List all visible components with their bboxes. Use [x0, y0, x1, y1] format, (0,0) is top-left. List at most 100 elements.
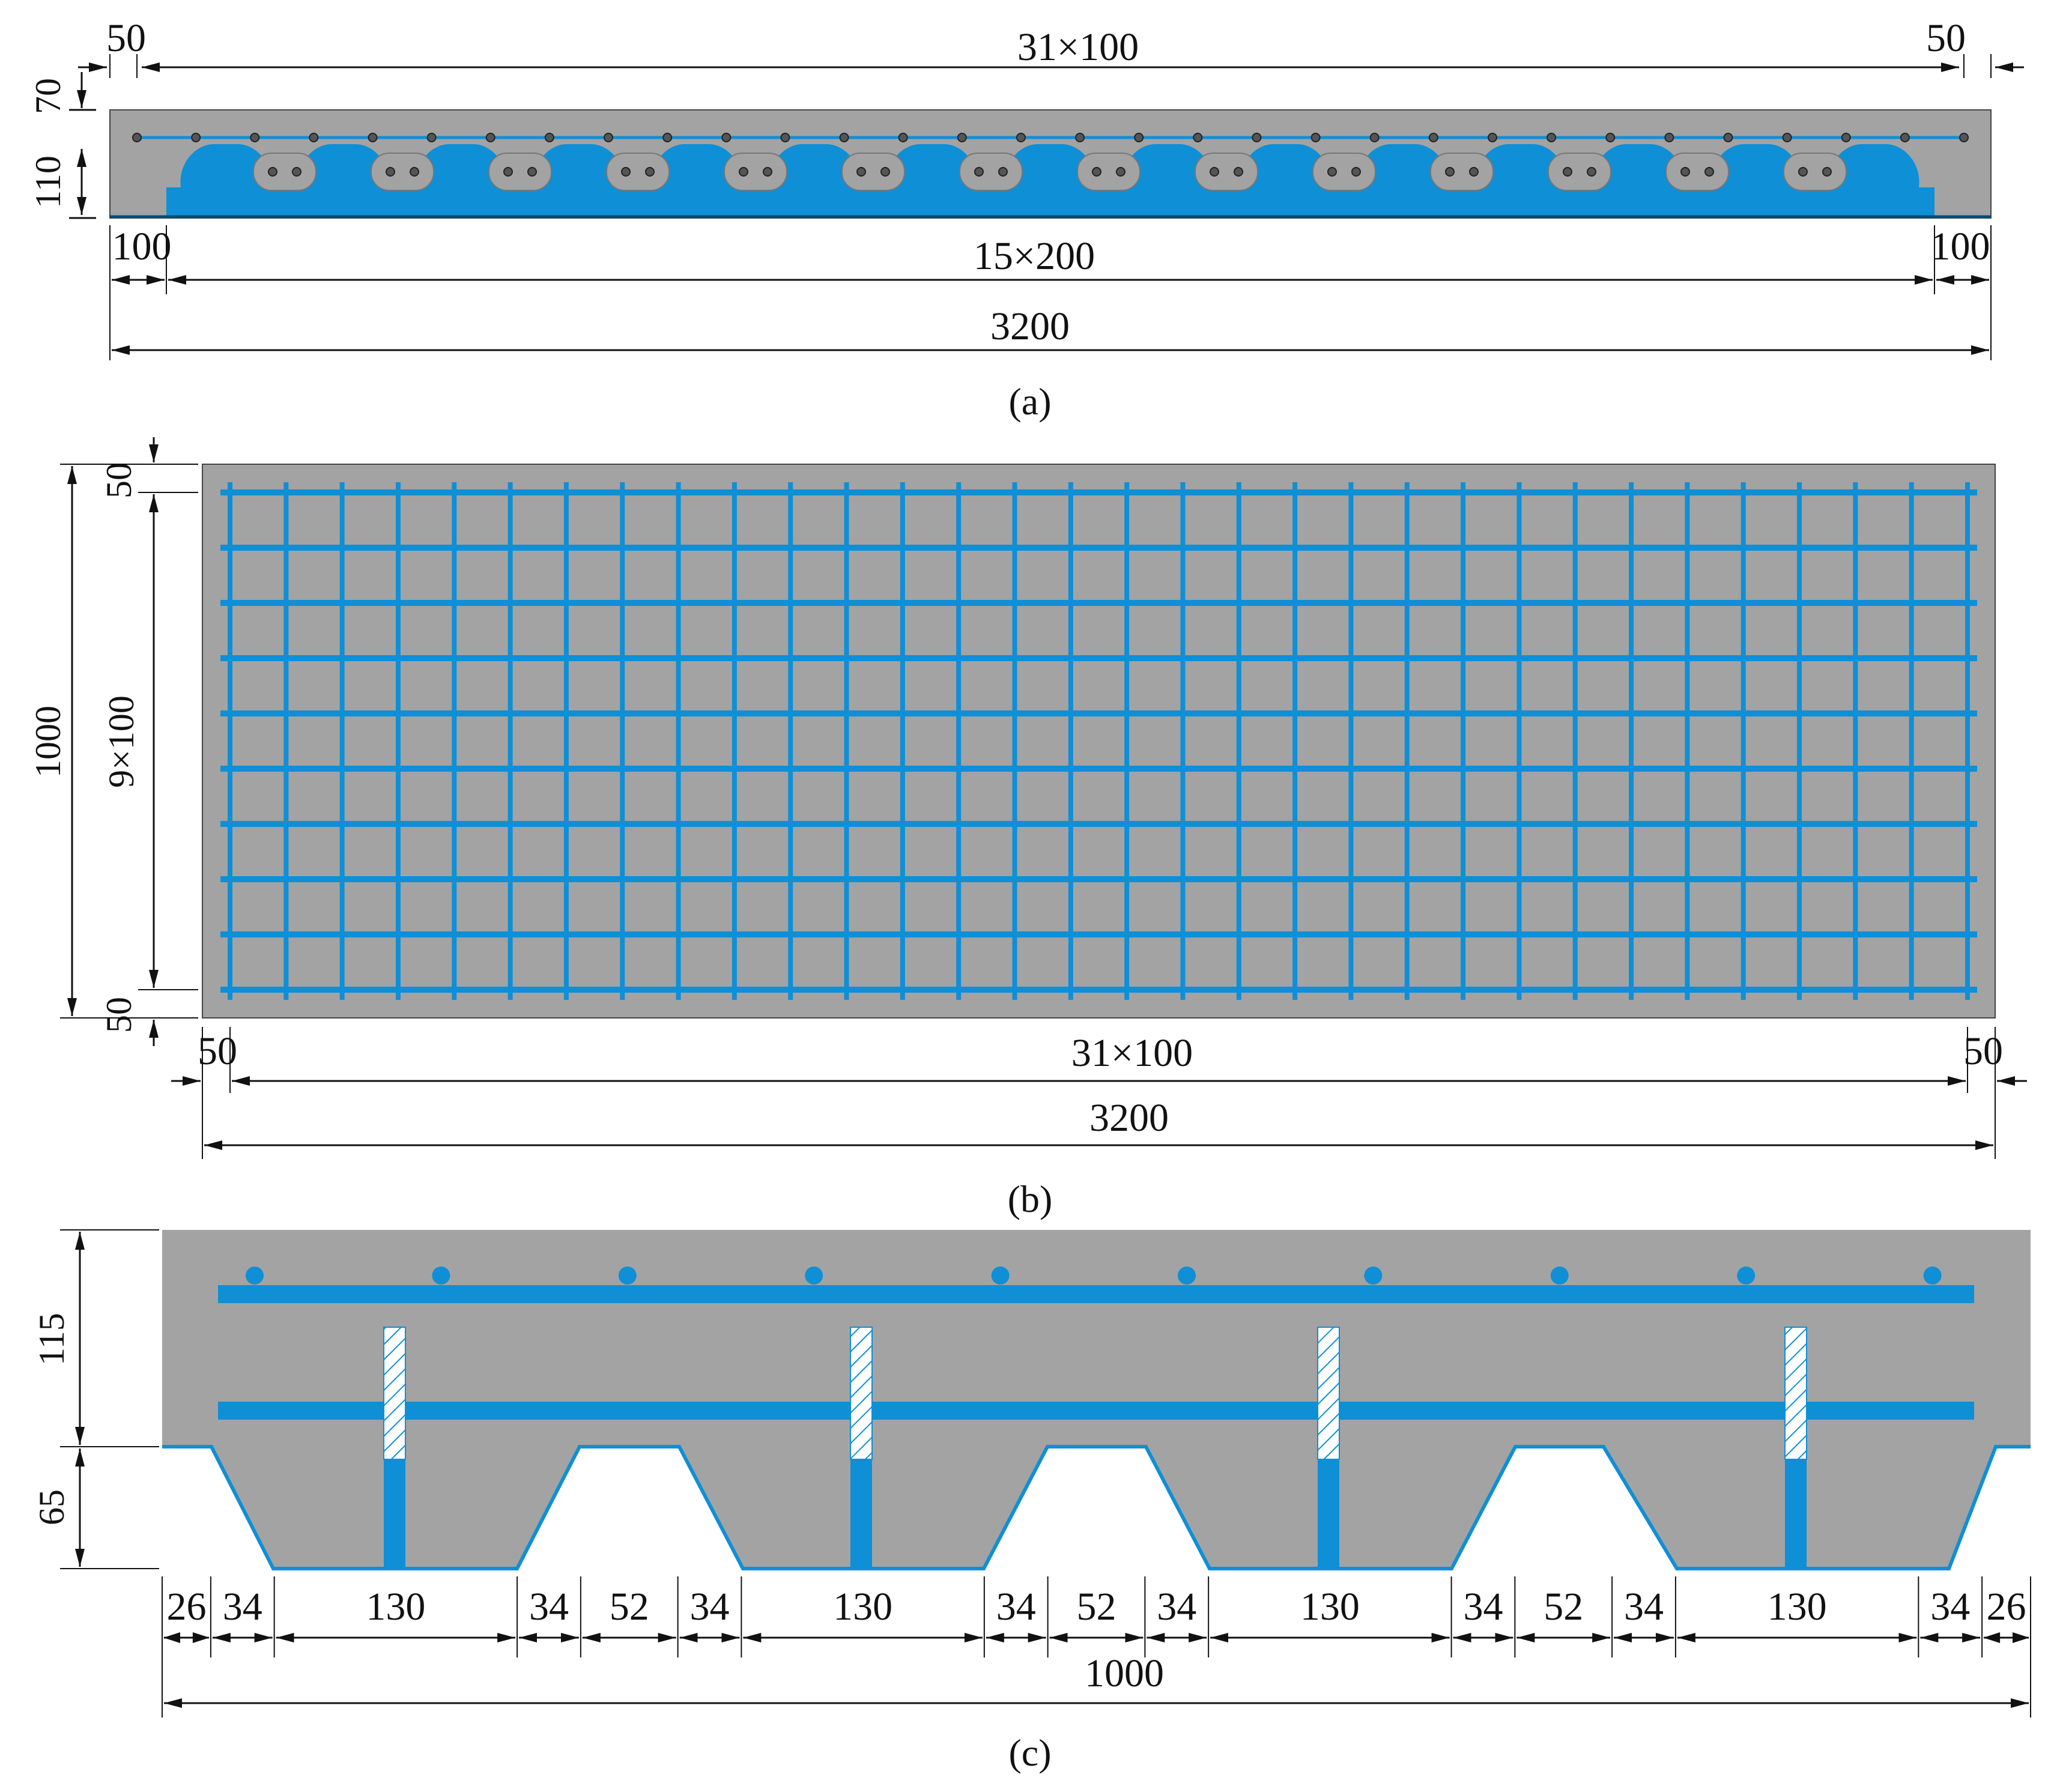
rebar-dot: [485, 133, 495, 142]
rebar-dot: [1547, 133, 1557, 142]
shear-stud-solid: [1785, 1459, 1807, 1569]
rib-rebar-dot: [1116, 167, 1125, 177]
rib-bulb: [1122, 144, 1213, 187]
segment-dimension-chain: 26 34 130 34 52 34 130 34 52 34 130 34 52 34 130 34 26: [162, 1576, 2031, 1657]
rib-gap-concrete: [1195, 153, 1258, 191]
rib-rebar-dot: [645, 167, 655, 177]
rebar-dot: [1841, 133, 1851, 142]
rib-bulb: [1593, 144, 1684, 187]
shear-stud-hatched: [383, 1327, 406, 1460]
rebar-dot: [1369, 133, 1380, 142]
rebar-dot: [132, 133, 142, 142]
rebar-dot: [1364, 1267, 1383, 1285]
composite-slab-section: [162, 1230, 2031, 1569]
segment-dimension-label: 130: [1300, 1585, 1360, 1629]
transverse-rebar-dots: [246, 1267, 1942, 1285]
rebar-dot: [1134, 133, 1144, 142]
rebar-dot: [780, 133, 790, 142]
panel-b-plan: 50 9×100 50 1000 50 31×100 50 3200 (b): [28, 437, 2027, 1220]
rib-rebar-dot: [998, 167, 1008, 177]
rib-bulb: [533, 144, 625, 187]
rib-rebar-dot: [1469, 167, 1479, 177]
steel-deck-base: [166, 187, 1934, 217]
rebar-dot: [1428, 133, 1438, 142]
panel-b-caption: (b): [1008, 1178, 1053, 1220]
segment-dimension-label: 34: [1930, 1585, 1970, 1629]
dim-label-b-overall: 1000: [28, 706, 68, 778]
top-longitudinal-rebar: [218, 1285, 1974, 1303]
segment-dimension-label: 34: [996, 1585, 1036, 1629]
rib-rebar-dot: [1680, 167, 1690, 177]
rebar-dot: [839, 133, 849, 142]
rebar-dot: [1737, 1267, 1756, 1285]
rib-gap-concrete: [1430, 153, 1494, 191]
rebar-dot: [1487, 133, 1497, 142]
panel-c-detail-section: 115 65 26 34 130 34 52 34 130 34 52 34 130 34 52 34 13…: [32, 1229, 2031, 1774]
dim-label-c-side-lower: 65: [32, 1489, 71, 1525]
rib-rebar-dot: [503, 167, 513, 177]
rebar-dot: [1923, 1267, 1942, 1285]
rib-rebar-dot: [268, 167, 277, 177]
rebar-dot: [721, 133, 732, 142]
rib-rebar-dot: [410, 167, 419, 177]
rib-gap-concrete: [488, 153, 552, 191]
dim-arrowhead: [192, 1632, 210, 1643]
rebar-dot: [1782, 133, 1792, 142]
rebar-dot: [1178, 1267, 1196, 1285]
rib-rebar-dot: [1704, 167, 1714, 177]
shear-connectors: [383, 1327, 1807, 1569]
rebar-dot: [1550, 1267, 1569, 1285]
rib-bulb: [651, 144, 742, 187]
rib-bulb: [1710, 144, 1802, 187]
rebar-dot: [1723, 133, 1733, 142]
rib-rebar-dot: [527, 167, 537, 177]
rebar-mesh-grid: [220, 482, 1977, 1000]
rebar-dot: [368, 133, 378, 142]
dim-label-a-top-left: 50: [106, 16, 146, 60]
rib-rebar-dot: [763, 167, 772, 177]
rib-gap-concrete: [606, 153, 670, 191]
dim-label-b-bottom-right: 50: [1963, 1029, 2003, 1073]
rib-rebar-dot: [1210, 167, 1219, 177]
rebar-dot: [191, 133, 201, 142]
rebar-dot: [1252, 133, 1262, 142]
dim-label-b-bottom-left: 50: [198, 1029, 237, 1073]
dim-label-b-bottom-middle: 31×100: [1071, 1031, 1193, 1075]
rebar-dot: [426, 133, 437, 142]
panel-a-caption: (a): [1008, 380, 1051, 423]
dim-label-b-side-top: 50: [99, 462, 139, 498]
rebar-dot: [991, 1267, 1010, 1285]
rib-rebar-dot: [1563, 167, 1572, 177]
dim-label-a-bottom-right: 100: [1931, 225, 1990, 268]
rebar-dot: [1605, 133, 1616, 142]
rebar-dot: [1193, 133, 1203, 142]
rebar-dot: [604, 133, 614, 142]
shear-stud-solid: [1318, 1459, 1339, 1569]
shear-stud-hatched: [1317, 1327, 1340, 1460]
dim-arrowhead: [163, 1632, 180, 1643]
rib-gap-concrete: [1077, 153, 1141, 191]
rib-gap-concrete: [371, 153, 434, 191]
rebar-dot: [662, 133, 673, 142]
dim-label-a-top-middle: 31×100: [1017, 25, 1139, 69]
rib-bulb: [180, 144, 271, 187]
shear-stud-hatched: [1784, 1327, 1807, 1460]
rebar-dot: [544, 133, 554, 142]
rib-rebar-dot: [386, 167, 395, 177]
dim-label-b-side-middle: 9×100: [101, 695, 141, 788]
rib-rebar-dot: [1092, 167, 1101, 177]
rib-gap-concrete: [253, 153, 317, 191]
segment-dimension-label: 26: [1987, 1585, 2026, 1629]
rib-rebar-dot: [739, 167, 748, 177]
rib-rebar-dot: [1351, 167, 1361, 177]
rib-bulb: [416, 144, 507, 187]
rib-gap-concrete: [959, 153, 1023, 191]
dim-label-a-side-upper: 70: [28, 78, 68, 114]
dim-label-a-bottom-left: 100: [112, 225, 172, 268]
rib-rebar-dot: [880, 167, 890, 177]
rib-rebar-dot: [1587, 167, 1596, 177]
rib-rebar-dot: [974, 167, 984, 177]
rib-rebar-dot: [621, 167, 631, 177]
rib-gap-concrete: [1312, 153, 1376, 191]
rebar-dot: [246, 1267, 264, 1285]
